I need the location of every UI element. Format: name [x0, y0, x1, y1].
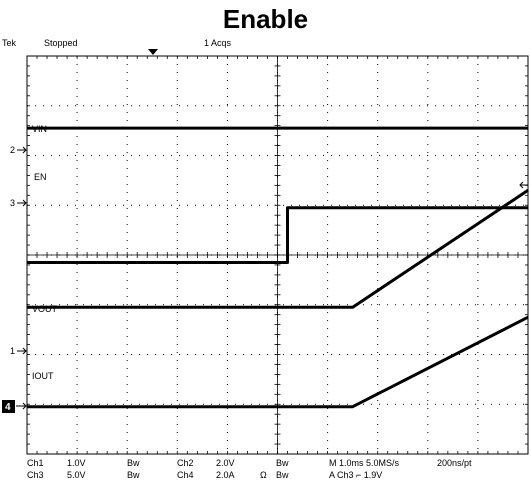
- ch2-ground-marker: 2: [10, 145, 15, 155]
- settings-readout: Ch1 1.0V Bw Ch2 2.0V Bw M 1.0ms 5.0MS/s …: [27, 458, 472, 480]
- footer-ch4-ohm: Ω: [260, 470, 267, 480]
- footer-ch3-bw: Bw: [127, 470, 140, 480]
- footer-ch3: Ch3: [27, 470, 44, 480]
- footer-ch2-bw: Bw: [276, 458, 289, 468]
- footer-ch1-bw: Bw: [127, 458, 140, 468]
- ch1-arrow-icon: [17, 347, 27, 355]
- label-en: EN: [34, 172, 47, 182]
- footer-ch4-scale: 2.0A: [216, 470, 235, 480]
- footer-trigger: A Ch3 ⌐ 1.9V: [329, 470, 382, 480]
- graticule-border: [26, 55, 529, 455]
- ch3-arrow-icon: [17, 199, 27, 207]
- label-vout: VOUT: [32, 304, 58, 314]
- trigger-position-icon: [148, 49, 158, 55]
- footer-ch4: Ch4: [177, 470, 194, 480]
- ch3-ground-marker: 3: [10, 198, 15, 208]
- ch4-marker-box: [2, 400, 15, 413]
- chart-title: Enable: [222, 4, 309, 34]
- footer-resolution: 200ns/pt: [437, 458, 472, 468]
- trace-vout: [27, 189, 529, 309]
- footer-ch1: Ch1: [27, 458, 44, 468]
- graticule: [26, 55, 529, 455]
- footer-ch1-scale: 1.0V: [67, 458, 86, 468]
- ch2-arrow-icon: [17, 146, 27, 154]
- brand-label: Tek: [2, 38, 17, 48]
- trace-en: [27, 206, 528, 264]
- footer-ch2-scale: 2.0V: [216, 458, 235, 468]
- traces: [27, 126, 529, 409]
- footer-ch2: Ch2: [177, 458, 194, 468]
- trigger-level-icon: [519, 181, 528, 189]
- ch4-arrow-icon: [16, 402, 27, 410]
- ch1-ground-marker: 1: [10, 346, 15, 356]
- acq-count: 1 Acqs: [204, 38, 232, 48]
- footer-ch3-scale: 5.0V: [67, 470, 86, 480]
- label-iout: IOUT: [32, 371, 54, 381]
- footer-timebase: M 1.0ms 5.0MS/s: [329, 458, 400, 468]
- label-vin: VIN: [32, 124, 47, 134]
- ch4-ground-marker: 4: [5, 402, 11, 413]
- run-state: Stopped: [44, 38, 78, 48]
- footer-ch4-bw: Bw: [276, 470, 289, 480]
- trace-iout: [27, 315, 529, 409]
